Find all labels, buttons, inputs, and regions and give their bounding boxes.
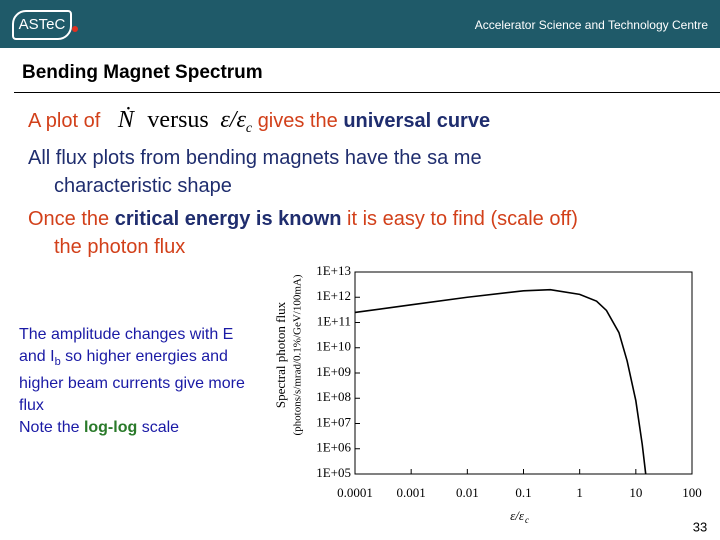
logo-dot bbox=[72, 26, 78, 32]
y-axis-label: Spectral photon flux bbox=[273, 301, 288, 408]
formula-symbol: Ṅ bbox=[117, 107, 134, 133]
bullet: Once the critical energy is known it is … bbox=[28, 205, 578, 261]
x-tick-label: 100 bbox=[682, 485, 702, 500]
x-tick-label: 0.1 bbox=[515, 485, 531, 500]
text: characteristic shape bbox=[54, 175, 232, 197]
bullet: A plot of Ṅ versus ε/εc gives the univer… bbox=[28, 106, 490, 143]
emphasis: universal curve bbox=[343, 110, 491, 132]
text: the photon flux bbox=[54, 236, 186, 258]
text: gives the bbox=[257, 110, 338, 132]
page-number: 33 bbox=[693, 519, 707, 534]
y-tick-label: 1E+06 bbox=[316, 440, 351, 455]
logo: ASTeC bbox=[12, 10, 72, 40]
x-tick-label: 0.0001 bbox=[337, 485, 373, 500]
y-tick-label: 1E+08 bbox=[316, 389, 351, 404]
bullet: All flux plots from bending magnets have… bbox=[28, 144, 482, 200]
emphasis: log-log bbox=[83, 419, 138, 437]
organisation: Accelerator Science and Technology Centr… bbox=[474, 18, 708, 32]
slide-title: Bending Magnet Spectrum bbox=[22, 62, 263, 83]
y-axis-label: (photons/s/mrad/0.1%/GeV/100mA) bbox=[292, 274, 304, 435]
text: it is easy to find (scale off) bbox=[347, 208, 578, 230]
curve bbox=[354, 288, 647, 475]
x-tick-label: 1 bbox=[576, 485, 583, 500]
x-axis-label-sub: c bbox=[525, 515, 529, 525]
x-tick-label: 0.001 bbox=[397, 485, 426, 500]
side-note: The amplitude changes with E and Ib so h… bbox=[19, 324, 264, 439]
y-tick-label: 1E+11 bbox=[317, 313, 351, 328]
text: All flux plots from bending magnets have… bbox=[28, 147, 482, 169]
x-tick-label: 10 bbox=[629, 485, 642, 500]
y-tick-label: 1E+13 bbox=[316, 263, 351, 278]
text: The amplitude changes with E and I bbox=[19, 326, 234, 365]
y-tick-label: 1E+09 bbox=[316, 364, 351, 379]
x-tick-label: 0.01 bbox=[456, 485, 479, 500]
text: Once the bbox=[28, 208, 110, 230]
y-tick-label: 1E+05 bbox=[316, 465, 351, 480]
text: A plot of bbox=[28, 110, 101, 132]
text: Note the bbox=[19, 419, 80, 437]
text: so higher energies and higher beam curre… bbox=[19, 348, 245, 415]
formula-sub: c bbox=[245, 121, 253, 136]
x-axis-label: ε/ε bbox=[510, 508, 525, 523]
emphasis: critical energy is known bbox=[114, 208, 342, 230]
text: scale bbox=[141, 419, 180, 437]
y-tick-label: 1E+07 bbox=[316, 414, 351, 429]
title-rule bbox=[14, 92, 720, 93]
formula-word: versus bbox=[147, 107, 209, 133]
header-bar: ASTeC Accelerator Science and Technology… bbox=[0, 0, 720, 48]
subscript: b bbox=[54, 356, 61, 369]
y-tick-label: 1E+10 bbox=[316, 339, 351, 354]
y-tick-label: 1E+12 bbox=[316, 288, 351, 303]
formula-ratio: ε/ε bbox=[220, 107, 246, 133]
